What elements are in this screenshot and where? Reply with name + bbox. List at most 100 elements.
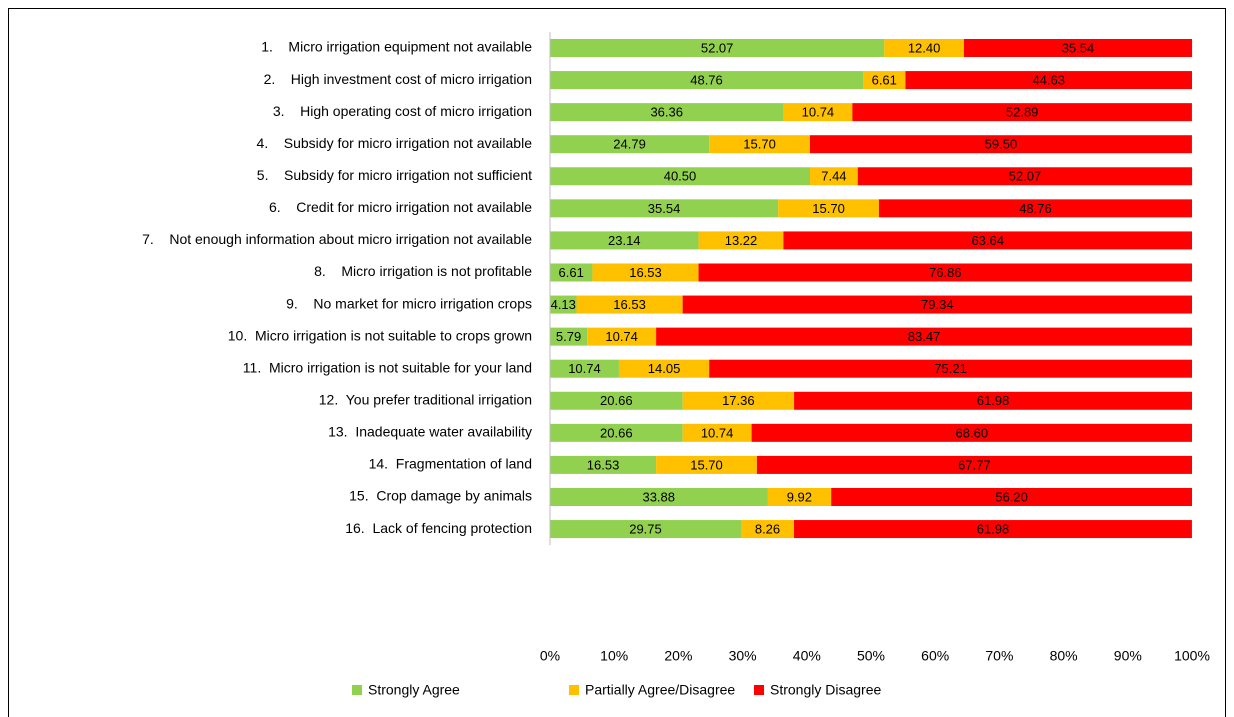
bar-segment	[963, 39, 1193, 57]
value-label: 10.74	[701, 425, 734, 440]
value-label: 17.36	[722, 393, 755, 408]
value-label: 67.77	[958, 457, 991, 472]
value-label: 44.63	[1032, 73, 1065, 88]
bar-segment	[778, 199, 879, 218]
bar-segment	[550, 135, 710, 154]
category-label: 12. You prefer traditional irrigation	[319, 391, 532, 407]
value-label: 8.26	[755, 521, 780, 536]
value-label: 16.53	[613, 297, 646, 312]
bar-segment	[550, 520, 741, 539]
bar-segment	[550, 423, 683, 442]
bar-segment	[550, 39, 885, 57]
bar-segment	[884, 39, 964, 57]
value-label: 14.05	[648, 361, 681, 376]
bar-segment	[863, 71, 906, 90]
bar-segment	[550, 455, 657, 474]
legend-label: Strongly Agree	[368, 682, 460, 698]
bar-segment	[682, 391, 795, 410]
bar-segment	[698, 263, 1192, 282]
bar-segment	[740, 520, 795, 539]
x-tick-label: 40%	[793, 648, 821, 664]
category-label: 10. Micro irrigation is not suitable to …	[228, 327, 532, 343]
chart-border	[8, 8, 1226, 717]
bar-segment	[550, 103, 784, 122]
category-label: 16. Lack of fencing protection	[345, 520, 532, 536]
value-label: 83.47	[908, 329, 941, 344]
value-label: 15.70	[690, 457, 723, 472]
category-label: 11. Micro irrigation is not suitable for…	[243, 359, 532, 375]
x-tick-label: 80%	[1050, 648, 1078, 664]
value-label: 20.66	[600, 393, 633, 408]
bar-segment	[592, 263, 699, 282]
value-label: 48.76	[1019, 201, 1052, 216]
bar-segment	[682, 295, 1192, 314]
value-label: 6.61	[559, 265, 584, 280]
value-label: 23.14	[608, 233, 641, 248]
bar-segment	[550, 71, 864, 90]
value-label: 9.92	[787, 489, 812, 504]
value-label: 10.74	[802, 105, 835, 120]
bar-segment	[794, 391, 1192, 410]
category-label: 8. Micro irrigation is not profitable	[314, 263, 532, 279]
value-label: 52.07	[1009, 169, 1042, 184]
value-label: 68.60	[956, 425, 989, 440]
category-label: 2. High investment cost of micro irrigat…	[264, 71, 532, 87]
bar-segment	[709, 359, 1192, 378]
bar-segment	[682, 423, 752, 442]
bar-segment	[767, 487, 832, 506]
bar-segment	[783, 231, 1192, 250]
x-tick-label: 0%	[540, 648, 560, 664]
bar-segment	[550, 199, 779, 218]
bar-segment	[587, 327, 657, 346]
category-label: 1. Micro irrigation equipment not availa…	[261, 39, 532, 55]
value-label: 5.79	[556, 329, 581, 344]
bar-segment	[905, 71, 1192, 90]
category-label: 6. Credit for micro irrigation not avail…	[269, 199, 532, 215]
x-tick-label: 70%	[985, 648, 1013, 664]
bar-segment	[857, 167, 1193, 186]
bar-segment	[576, 295, 683, 314]
x-tick-label: 20%	[664, 648, 692, 664]
x-tick-label: 10%	[600, 648, 628, 664]
bar-segment	[550, 263, 593, 282]
category-label: 15. Crop damage by animals	[349, 488, 532, 504]
value-label: 52.89	[1006, 105, 1039, 120]
legend-swatch	[352, 685, 362, 695]
category-label: 13. Inadequate water availability	[328, 424, 532, 440]
bar-segment	[709, 135, 810, 154]
bar-segment	[550, 167, 811, 186]
value-label: 16.53	[629, 265, 662, 280]
bar-segment	[831, 487, 1192, 506]
value-label: 10.74	[605, 329, 638, 344]
legend-swatch	[569, 685, 579, 695]
bar-segment	[810, 167, 858, 186]
bar-segment	[878, 199, 1192, 218]
value-label: 35.54	[648, 201, 681, 216]
bar-segment	[550, 359, 619, 378]
category-label: 4. Subsidy for micro irrigation not avai…	[257, 135, 533, 151]
category-label: 7. Not enough information about micro ir…	[142, 231, 532, 247]
value-label: 16.53	[587, 457, 620, 472]
x-tick-label: 90%	[1114, 648, 1142, 664]
value-label: 24.79	[613, 137, 646, 152]
value-label: 29.75	[629, 521, 662, 536]
bar-segment	[550, 391, 683, 410]
bar-segment	[809, 135, 1192, 154]
bar-segment	[550, 295, 577, 314]
bar-segment	[794, 520, 1192, 539]
bar-segment	[550, 231, 699, 250]
bar-segment	[656, 327, 1192, 346]
legend-label: Strongly Disagree	[770, 682, 881, 698]
legend-swatch	[754, 685, 764, 695]
value-label: 59.50	[985, 137, 1018, 152]
value-label: 15.70	[743, 137, 776, 152]
value-label: 15.70	[812, 201, 845, 216]
value-label: 61.98	[977, 521, 1010, 536]
x-tick-label: 60%	[921, 648, 949, 664]
category-label: 14. Fragmentation of land	[369, 456, 532, 472]
value-label: 79.34	[921, 297, 954, 312]
bar-segment	[756, 455, 1192, 474]
value-label: 7.44	[821, 169, 846, 184]
